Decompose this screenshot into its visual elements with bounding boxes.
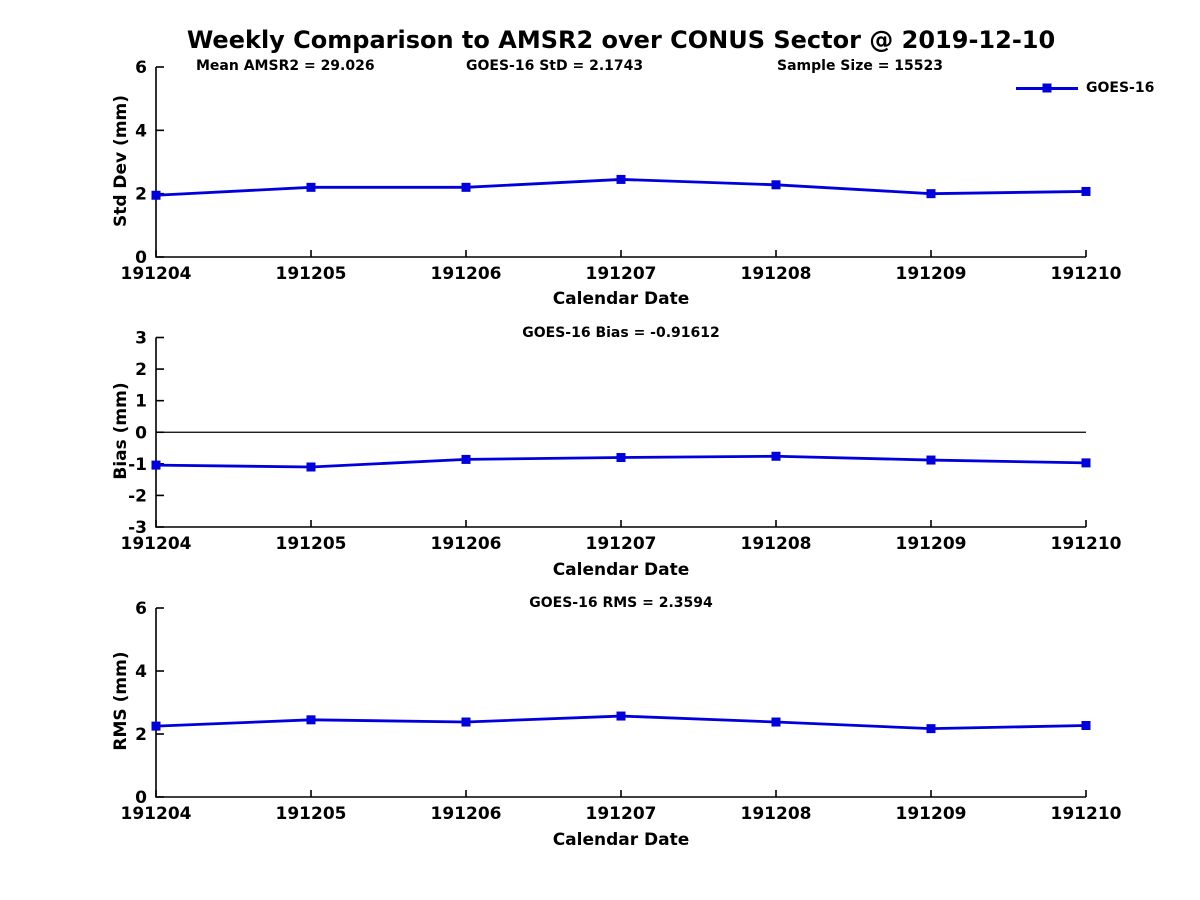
y-tick-label: 0: [135, 788, 147, 808]
data-point-marker: [771, 717, 781, 727]
subplot-title-rms: GOES-16 RMS = 2.3594: [529, 595, 713, 611]
x-tick-label: 191207: [586, 534, 657, 554]
ylabel-bias: Bias (mm): [111, 382, 131, 480]
legend-series-label: GOES-16: [1086, 80, 1155, 96]
x-tick-label: 191206: [431, 264, 502, 284]
annotation-goes16-std: GOES-16 StD = 2.1743: [466, 58, 644, 74]
x-tick-label: 191204: [121, 534, 192, 554]
data-point-marker: [926, 455, 936, 465]
x-tick-label: 191209: [896, 804, 967, 824]
x-tick-label: 191210: [1051, 264, 1122, 284]
figure-title: Weekly Comparison to AMSR2 over CONUS Se…: [186, 26, 1056, 54]
data-point-marker: [926, 189, 936, 199]
y-tick-label: 0: [135, 248, 147, 268]
y-tick-label: -3: [128, 518, 147, 538]
data-point-marker: [1081, 186, 1091, 196]
x-tick-label: 191207: [586, 804, 657, 824]
data-point-marker: [616, 453, 626, 463]
x-tick-label: 191204: [121, 804, 192, 824]
y-tick-label: 6: [135, 599, 147, 619]
x-tick-label: 191205: [276, 264, 347, 284]
y-tick-label: 3: [135, 329, 147, 349]
data-point-marker: [461, 182, 471, 192]
data-point-marker: [151, 721, 161, 731]
ylabel-std-dev: Std Dev (mm): [111, 94, 131, 228]
axis-frame: [155, 67, 1086, 258]
data-point-marker: [461, 717, 471, 727]
xlabel-calendar-date-3: Calendar Date: [552, 830, 690, 850]
y-tick-label: 4: [135, 662, 147, 682]
x-tick-label: 191210: [1051, 804, 1122, 824]
x-tick-label: 191205: [276, 534, 347, 554]
legend-square-marker-icon: [1042, 83, 1052, 93]
legend: GOES-16: [1016, 80, 1154, 96]
subplot-bias-vs-date: -3 -2 -1 0 1 2 3 191204 191205 191206 191207 191208…: [121, 329, 1122, 555]
x-tick-label: 191207: [586, 264, 657, 284]
data-point-marker: [771, 451, 781, 461]
data-point-marker: [926, 724, 936, 734]
data-point-marker: [616, 711, 626, 721]
data-point-marker: [151, 190, 161, 200]
x-tick-label: 191206: [431, 804, 502, 824]
data-point-marker: [461, 454, 471, 464]
subplot-std-dev-vs-date: 0 2 4 6 191204 191205 191206 191207 191208 191209…: [121, 58, 1122, 284]
data-point-marker: [616, 174, 626, 184]
y-tick-label: 1: [135, 392, 147, 412]
data-point-marker: [306, 182, 316, 192]
axis-frame: [155, 608, 1086, 798]
data-point-marker: [306, 715, 316, 725]
y-tick-label: -1: [128, 455, 147, 475]
xlabel-calendar-date-1: Calendar Date: [552, 289, 690, 309]
data-point-marker: [306, 462, 316, 472]
x-tick-label: 191208: [741, 264, 812, 284]
x-tick-label: 191206: [431, 534, 502, 554]
x-tick-label: 191208: [741, 534, 812, 554]
data-point-marker: [1081, 720, 1091, 730]
y-tick-label: 6: [135, 58, 147, 78]
y-tick-label: -2: [128, 486, 147, 506]
data-point-marker: [1081, 458, 1091, 468]
subplot-title-bias: GOES-16 Bias = -0.91612: [522, 325, 720, 341]
x-tick-label: 191210: [1051, 534, 1122, 554]
annotation-sample-size: Sample Size = 15523: [777, 58, 944, 74]
data-point-marker: [151, 460, 161, 470]
y-tick-label: 0: [135, 423, 147, 443]
y-tick-label: 2: [135, 360, 147, 380]
y-tick-label: 4: [135, 121, 147, 141]
x-tick-label: 191209: [896, 534, 967, 554]
y-tick-label: 2: [135, 185, 147, 205]
y-tick-label: 2: [135, 725, 147, 745]
x-tick-label: 191208: [741, 804, 812, 824]
xlabel-calendar-date-2: Calendar Date: [552, 560, 690, 580]
data-point-marker: [771, 180, 781, 190]
x-tick-label: 191204: [121, 264, 192, 284]
x-tick-label: 191209: [896, 264, 967, 284]
subplot-rms-vs-date: 0 2 4 6 191204 191205 191206 191207 191208 191209…: [121, 599, 1122, 824]
annotation-mean-amsr2: Mean AMSR2 = 29.026: [196, 58, 375, 74]
x-tick-label: 191205: [276, 804, 347, 824]
ylabel-rms: RMS (mm): [111, 651, 131, 751]
legend-line-sample: [1016, 83, 1078, 93]
